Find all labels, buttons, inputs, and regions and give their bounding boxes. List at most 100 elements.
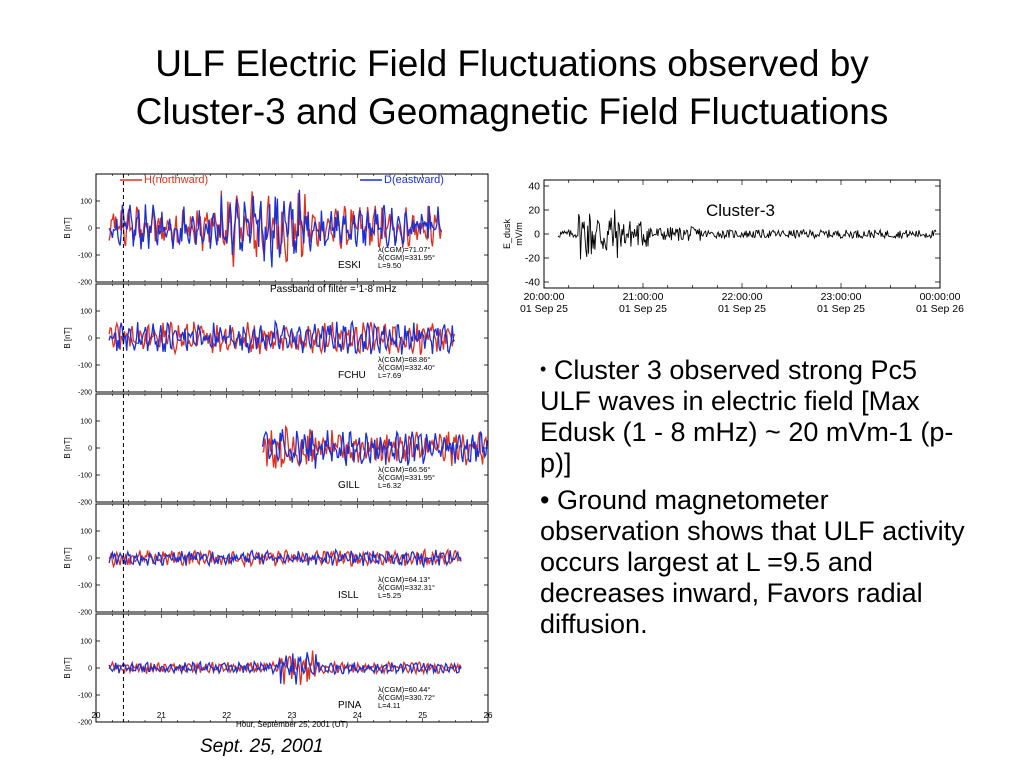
series-label: Cluster-3	[706, 201, 775, 220]
y-tick-label: 0	[88, 446, 92, 453]
y-tick-label: -20	[525, 253, 540, 265]
y-tick-label: 0	[88, 336, 92, 343]
bullet-item-1: • Cluster 3 observed strong Pc5 ULF wave…	[540, 354, 970, 479]
y-tick-label: -200	[78, 280, 92, 287]
station-lambda: λ(CGM)=68.86°	[378, 355, 430, 364]
magnetometer-stack-plot: 100 0 -100 -200 B [nT] ESKI λ(CGM)=71.07° δ(CGM…	[60, 168, 500, 728]
series-d-eastward	[108, 189, 442, 268]
bullet-marker: •	[540, 485, 550, 515]
y-tick-label: 0	[88, 226, 92, 233]
y-axis-label: E_dusk	[502, 218, 512, 249]
x-tick-label: 23	[288, 711, 297, 720]
x-tick-date: 01 Sep 25	[817, 303, 865, 315]
station-lshell: L=7.69	[378, 371, 401, 380]
x-tick-time: 22:00:00	[722, 291, 763, 303]
station-panel-eski: 100 0 -100 -200 B [nT] ESKI λ(CGM)=71.07°δ(CGM…	[63, 173, 489, 287]
series-h-northward	[108, 650, 462, 686]
y-tick-label: -200	[78, 390, 92, 397]
x-tick-time: 21:00:00	[623, 291, 664, 303]
station-delta: δ(CGM)=332.40°	[378, 363, 435, 372]
series-d-eastward	[108, 548, 462, 569]
legend-label-h: H(northward)	[144, 174, 208, 186]
station-panel-pina: 100 0 -100 -200 B [nT] PINA λ(CGM)=60.44°δ(CGM…	[63, 613, 489, 727]
station-lshell: L=4.11	[378, 701, 401, 710]
x-axis-label: Hour, September 25, 2001 (UT)	[236, 720, 348, 728]
bullet-text: Cluster 3 observed strong Pc5 ULF waves …	[540, 355, 954, 478]
bullet-marker: •	[540, 359, 547, 379]
y-axis-unit: mV/m	[514, 222, 524, 246]
y-tick-label: 40	[528, 181, 540, 193]
bullet-text: Ground magnetometer observation shows th…	[540, 485, 965, 639]
y-tick-label: -100	[78, 583, 92, 590]
y-tick-label: 0	[534, 229, 540, 241]
station-name: GILL	[338, 480, 360, 491]
station-lshell: L=5.25	[378, 591, 401, 600]
slide-title: ULF Electric Field Fluctuations observed…	[40, 40, 984, 136]
y-tick-label: -100	[78, 693, 92, 700]
y-tick-label: -200	[78, 610, 92, 617]
y-tick-label: 100	[80, 419, 92, 426]
x-tick-date: 01 Sep 25	[718, 303, 766, 315]
y-axis-label: B [nT]	[63, 437, 72, 458]
station-lambda: λ(CGM)=71.07°	[378, 245, 430, 254]
bullet-list: • Cluster 3 observed strong Pc5 ULF wave…	[540, 354, 970, 646]
station-delta: δ(CGM)=330.72°	[378, 693, 435, 702]
x-tick-label: 24	[353, 711, 362, 720]
station-name: PINA	[338, 700, 362, 711]
station-name: ESKI	[338, 260, 361, 271]
y-tick-label: -100	[78, 363, 92, 370]
series-d-eastward	[261, 429, 488, 469]
y-axis-label: B [nT]	[63, 217, 72, 238]
station-lshell: L=6.32	[378, 481, 401, 490]
y-tick-label: -100	[78, 473, 92, 480]
station-name: FCHU	[338, 370, 366, 381]
station-delta: δ(CGM)=331.95°	[378, 253, 435, 262]
x-tick-date: 01 Sep 26	[916, 303, 964, 315]
series-d-eastward	[108, 319, 455, 355]
station-delta: δ(CGM)=331.95°	[378, 473, 435, 482]
station-panel-gill: 100 0 -100 -200 B [nT] GILL λ(CGM)=66.56°δ(CGM…	[63, 393, 489, 507]
y-axis-label: B [nT]	[63, 327, 72, 348]
station-lambda: λ(CGM)=64.13°	[378, 575, 430, 584]
x-tick-time: 00:00:00	[920, 291, 961, 303]
passband-annotation: Passband of filter = 1-8 mHz	[270, 284, 396, 295]
station-delta: δ(CGM)=332.31°	[378, 583, 435, 592]
y-tick-label: -200	[78, 500, 92, 507]
station-lambda: λ(CGM)=60.44°	[378, 685, 430, 694]
y-axis-label: B [nT]	[63, 547, 72, 568]
title-line-2: Cluster-3 and Geomagnetic Field Fluctuat…	[135, 91, 889, 132]
y-axis-label: B [nT]	[63, 657, 72, 678]
title-line-1: ULF Electric Field Fluctuations observed…	[155, 43, 869, 84]
y-tick-label: 0	[88, 556, 92, 563]
series-cluster3-edusk	[557, 209, 937, 260]
station-name: ISLL	[338, 590, 359, 601]
y-tick-label: 100	[80, 199, 92, 206]
y-tick-label: -200	[78, 720, 92, 727]
x-tick-date: 01 Sep 25	[520, 303, 568, 315]
y-tick-label: 100	[80, 529, 92, 536]
y-tick-label: 100	[80, 309, 92, 316]
x-tick-label: 26	[484, 711, 493, 720]
station-panel-isll: 100 0 -100 -200 B [nT] ISLL λ(CGM)=64.13°δ(CGM…	[63, 503, 489, 617]
x-tick-time: 23:00:00	[821, 291, 862, 303]
x-tick-date: 01 Sep 25	[619, 303, 667, 315]
x-tick-time: 20:00:00	[524, 291, 565, 303]
y-tick-label: 100	[80, 639, 92, 646]
station-lambda: λ(CGM)=66.56°	[378, 465, 430, 474]
station-lshell: L=9.50	[378, 261, 401, 270]
cluster3-efield-plot: 40 20 0 -20 -40 20:00:00 01 Sep 25 21:00:00 01 S…	[498, 174, 978, 324]
figure-caption: Sept. 25, 2001	[200, 736, 324, 757]
x-tick-label: 22	[222, 711, 231, 720]
y-tick-label: 0	[88, 666, 92, 673]
legend: H(northward) D(eastward)	[120, 174, 444, 186]
x-tick-label: 21	[157, 711, 166, 720]
station-panel-fchu: 100 0 -100 -200 B [nT] FCHU λ(CGM)=68.86°δ(CGM…	[63, 283, 489, 397]
y-tick-label: -40	[525, 277, 540, 289]
x-tick-label: 20	[92, 711, 101, 720]
series-d-eastward	[108, 652, 462, 685]
legend-label-d: D(eastward)	[384, 174, 444, 186]
y-tick-label: -100	[78, 253, 92, 260]
x-tick-label: 25	[418, 711, 427, 720]
bullet-item-2: • Ground magnetometer observation shows …	[540, 485, 970, 640]
y-tick-label: 20	[528, 205, 540, 217]
